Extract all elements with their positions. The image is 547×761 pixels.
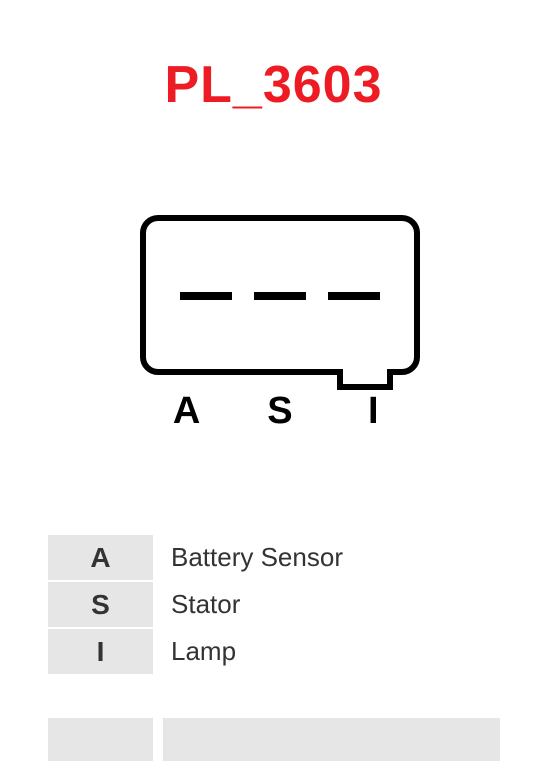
part-number-title: PL_3603 xyxy=(0,55,547,115)
pin-slot-i xyxy=(328,292,380,300)
connector-outline xyxy=(143,218,417,387)
legend-row: A Battery Sensor xyxy=(48,535,500,580)
pin-labels-row: A S I xyxy=(140,390,420,433)
legend-desc: Lamp xyxy=(153,629,500,674)
legend-row: I Lamp xyxy=(48,629,500,674)
legend-table: A Battery Sensor S Stator I Lamp xyxy=(48,535,500,676)
bottom-bar xyxy=(48,718,500,761)
bottom-bar-right xyxy=(163,718,500,761)
legend-code: I xyxy=(48,629,153,674)
pin-label-a: A xyxy=(157,390,217,433)
pin-slot-s xyxy=(254,292,306,300)
legend-desc: Stator xyxy=(153,582,500,627)
legend-code: S xyxy=(48,582,153,627)
bottom-bar-left xyxy=(48,718,153,761)
pin-label-i: I xyxy=(343,390,403,433)
legend-desc: Battery Sensor xyxy=(153,535,500,580)
legend-row: S Stator xyxy=(48,582,500,627)
legend-code: A xyxy=(48,535,153,580)
pin-label-s: S xyxy=(250,390,310,433)
connector-diagram xyxy=(140,215,420,375)
pin-slot-a xyxy=(180,292,232,300)
